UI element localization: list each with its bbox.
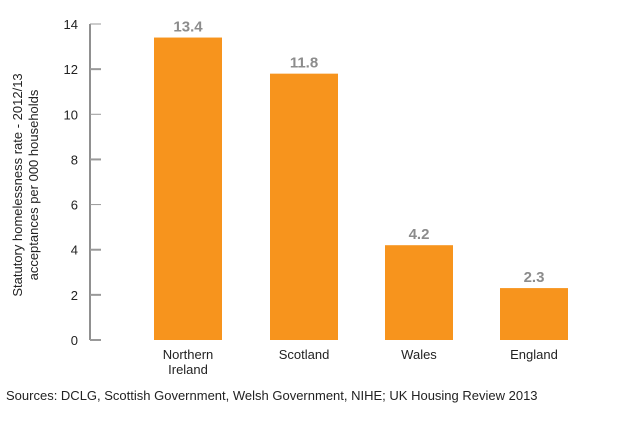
bar [385,245,453,340]
y-tick-label: 8 [71,152,78,167]
y-tick-label: 4 [71,243,78,258]
y-tick-label: 12 [64,62,78,77]
bar [154,37,222,341]
y-tick-label: 10 [64,107,78,122]
x-tick-label: Scotland [279,347,330,362]
y-axis-label-line-1: Statutory homelessness rate - 2012/13 [10,73,25,296]
y-tick-label: 2 [71,288,78,303]
y-tick-label: 6 [71,198,78,213]
x-tick-label: Ireland [168,362,208,377]
data-label: 2.3 [524,269,545,286]
x-tick-label: Wales [401,347,437,362]
y-axis-label-line-2: acceptances per 000 households [26,89,41,280]
bar [270,73,338,341]
y-axis-label: Statutory homelessness rate - 2012/13 ac… [10,73,41,296]
x-tick-label: Northern [163,347,214,362]
x-tick-label: England [510,347,558,362]
bar [500,288,568,340]
y-tick-label: 0 [71,333,78,348]
source-note: Sources: DCLG, Scottish Government, Wels… [6,388,538,403]
data-label: 13.4 [173,19,203,36]
data-label: 11.8 [290,55,318,72]
y-tick-label: 14 [64,17,78,32]
data-label: 4.2 [409,226,430,243]
